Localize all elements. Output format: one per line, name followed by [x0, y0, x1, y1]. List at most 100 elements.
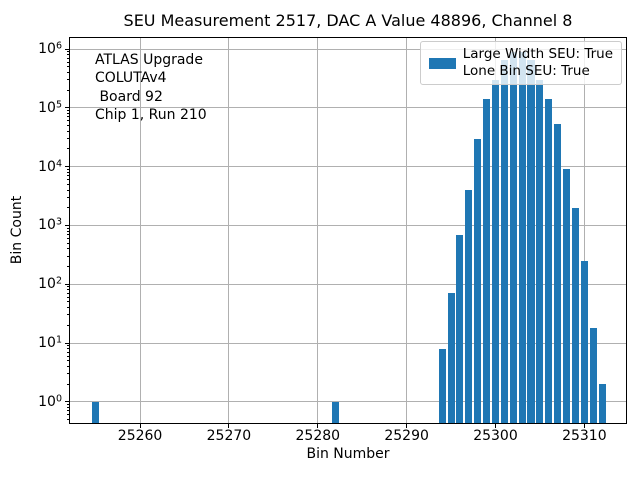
y-minor-tick-mark [67, 125, 69, 126]
histogram-bar [474, 138, 482, 424]
histogram-bar [554, 124, 562, 424]
y-minor-tick-mark [67, 351, 69, 353]
y-tick-exponent: 3 [55, 216, 62, 228]
y-minor-tick-mark [67, 324, 69, 326]
annotation-line: Chip 1, Run 210 [95, 106, 207, 123]
y-tick-mark [65, 224, 69, 226]
y-minor-tick-mark [67, 66, 69, 68]
y-minor-tick-mark [67, 183, 69, 185]
histogram-bar [527, 60, 535, 424]
x-gridline [228, 37, 230, 424]
y-minor-tick-mark [67, 407, 69, 409]
y-minor-tick-mark [67, 292, 69, 294]
x-tick-mark [228, 424, 230, 428]
chart-title: SEU Measurement 2517, DAC A Value 48896,… [123, 11, 573, 30]
y-minor-tick-mark [67, 57, 69, 59]
y-tick-label: 101 [38, 334, 62, 352]
y-minor-tick-mark [67, 89, 69, 91]
histogram-bar [536, 79, 544, 424]
x-axis-label: Bin Number [306, 446, 390, 462]
x-tick-label: 25300 [473, 428, 518, 444]
y-gridline [69, 224, 627, 226]
y-tick-mark [65, 166, 69, 168]
annotation-line: COLUTAv4 [95, 70, 167, 87]
y-tick-label: 104 [38, 158, 62, 175]
histogram-bar [456, 234, 464, 424]
y-minor-tick-mark [67, 148, 69, 150]
y-minor-tick-mark [67, 175, 69, 177]
x-gridline [583, 37, 585, 424]
y-minor-tick-mark [67, 373, 69, 375]
y-tick-label: 100 [38, 393, 62, 410]
x-tick-mark [406, 424, 408, 428]
y-minor-tick-mark [67, 296, 69, 298]
y-minor-tick-mark [67, 51, 69, 53]
y-minor-tick-mark [67, 404, 69, 406]
x-gridline [139, 37, 141, 424]
y-minor-tick-mark [67, 286, 69, 288]
y-tick-exponent: 2 [55, 275, 62, 287]
y-gridline [69, 107, 627, 109]
histogram-bar [545, 99, 553, 424]
y-minor-tick-mark [67, 130, 69, 132]
y-minor-tick-mark [67, 419, 69, 421]
y-minor-tick-mark [67, 79, 69, 81]
histogram-bar [589, 328, 597, 424]
y-minor-tick-mark [67, 348, 69, 350]
y-axis-label: Bin Count [9, 195, 25, 265]
y-tick-exponent: 6 [55, 40, 62, 52]
y-minor-tick-mark [67, 414, 69, 416]
y-minor-tick-mark [67, 171, 69, 173]
y-minor-tick-mark [67, 113, 69, 114]
y-tick-label: 103 [38, 216, 62, 234]
x-tick-label: 25280 [295, 428, 341, 444]
y-minor-tick-mark [67, 301, 69, 303]
y-minor-tick-mark [67, 314, 69, 316]
legend-labels: Large Width SEU: True Lone Bin SEU: True [463, 46, 613, 80]
x-tick-label: 25290 [384, 428, 429, 444]
y-minor-tick-mark [67, 234, 69, 236]
histogram-bar [491, 79, 500, 424]
y-tick-exponent: 4 [55, 158, 62, 170]
x-tick-label: 25270 [206, 428, 252, 444]
histogram-bar [518, 52, 526, 424]
x-tick-mark [317, 424, 319, 428]
legend: Large Width SEU: True Lone Bin SEU: True [419, 41, 622, 85]
y-tick-mark [65, 342, 69, 344]
histogram-bar [465, 190, 473, 424]
y-minor-tick-mark [67, 255, 69, 257]
y-minor-tick-mark [67, 289, 69, 291]
plot-annotation: ATLAS Upgrade COLUTAv4 Board 92 Chip 1, Ru… [95, 51, 207, 124]
y-minor-tick-mark [67, 266, 69, 268]
y-tick-mark [65, 401, 69, 403]
y-minor-tick-mark [67, 189, 69, 191]
y-tick-mark [65, 48, 69, 50]
y-gridline [69, 166, 627, 168]
legend-entry-lone-bin-seu: Lone Bin SEU: True [462, 63, 590, 79]
annotation-line: Board 92 [95, 88, 163, 105]
x-tick-mark [583, 424, 585, 428]
y-minor-tick-mark [67, 207, 69, 209]
y-tick-mark [65, 107, 69, 109]
y-gridline [69, 48, 627, 50]
y-minor-tick-mark [67, 61, 69, 63]
x-tick-mark [494, 424, 496, 428]
y-tick-label: 106 [38, 40, 62, 57]
y-minor-tick-mark [67, 116, 69, 118]
legend-swatch [428, 57, 456, 69]
y-tick-exponent: 0 [55, 393, 62, 405]
y-gridline [69, 283, 627, 285]
y-minor-tick-mark [67, 365, 69, 367]
y-minor-tick-mark [67, 230, 69, 232]
y-tick-label: 105 [38, 99, 62, 116]
histogram-bar [598, 384, 606, 424]
histogram-bar [563, 169, 571, 424]
y-minor-tick-mark [67, 248, 69, 250]
y-minor-tick-mark [67, 383, 69, 385]
histogram-bar [509, 52, 517, 424]
y-minor-tick-mark [67, 345, 69, 347]
histogram-bar [571, 207, 579, 424]
x-gridline [406, 37, 408, 424]
y-minor-tick-mark [67, 242, 69, 244]
